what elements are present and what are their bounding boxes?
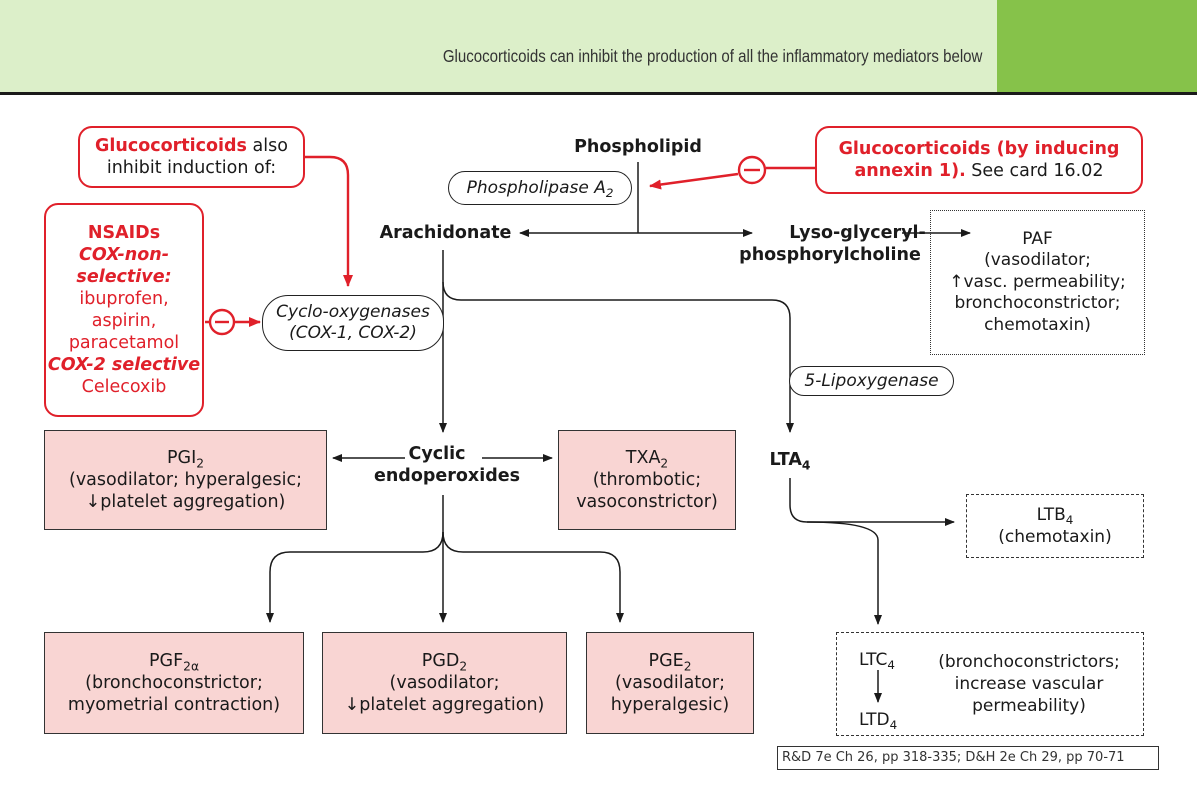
cyclic-endoperoxides-label: Cyclic endoperoxides: [373, 444, 521, 486]
lyso-glycerylphosphorylcholine-label: Lyso-glyceryl- phosphorylcholine: [739, 223, 926, 265]
ltd4-label: LTD4: [859, 710, 898, 733]
decrease-arrow-icon: ↓: [344, 695, 360, 715]
header-accent-block: [997, 0, 1197, 93]
arrow-to-pgf2a: [266, 531, 444, 623]
arrow-to-pge2: [442, 531, 624, 623]
arrow-to-ltc4: [806, 521, 882, 625]
pge2-box: PGE2 (vasodilator; hyperalgesic): [586, 632, 754, 734]
ltb4-box: LTB4 (chemotaxin): [966, 494, 1144, 558]
arrow-to-lta4: [442, 281, 794, 433]
arrow-to-ltb4: [789, 504, 955, 526]
phospholipid-label: Phospholipid: [574, 137, 702, 157]
pgd2-box: PGD2 (vasodilator; ↓platelet aggregation…: [322, 632, 567, 734]
header-banner: [0, 0, 997, 93]
ltc4-label: LTC4: [859, 650, 895, 673]
pgf2a-box: PGF2α (bronchoconstrictor; myometrial co…: [44, 632, 304, 734]
header-divider: [0, 92, 1197, 95]
phospholipase-a2-enzyme: Phospholipase A2: [448, 171, 632, 205]
nsaids-box: NSAIDs COX-non- selective: ibuprofen, as…: [44, 203, 204, 417]
page-title: Glucocorticoids can inhibit the producti…: [442, 46, 982, 66]
reference-citation: R&D 7e Ch 26, pp 318-335; D&H 2e Ch 29, …: [777, 746, 1159, 770]
glucocorticoids-label: Glucocorticoids: [95, 136, 247, 156]
glucocorticoids-induction-box: Glucocorticoids also inhibit induction o…: [78, 126, 305, 188]
txa2-box: TXA2 (thrombotic; vasoconstrictor): [558, 430, 736, 530]
cyclo-oxygenases-enzyme: Cyclo-oxygenases (COX-1, COX-2): [262, 295, 444, 351]
increase-arrow-icon: ↑: [949, 271, 964, 292]
pgi2-box: PGI2 (vasodilator; hyperalgesic; ↓platel…: [44, 430, 327, 530]
paf-box: PAF (vasodilator; ↑vasc. permeability; b…: [930, 210, 1145, 355]
nsaids-title: NSAIDs: [87, 223, 161, 243]
ltc4-ltd4-effects: (bronchoconstrictors; increase vascular …: [938, 652, 1120, 716]
arachidonate-label: Arachidonate: [379, 223, 512, 243]
lta4-label: LTA4: [769, 450, 811, 473]
inhibit-arrow-glucocorticoids-cox: [290, 155, 353, 287]
inhibit-arrow-annexin-phospholipase: [650, 166, 818, 186]
glucocorticoids-annexin-box: Glucocorticoids (by inducing annexin 1).…: [815, 126, 1143, 194]
ltc4-ltd4-box: LTC4 LTD4 (bronchoconstrictors; increase…: [836, 632, 1144, 736]
decrease-arrow-icon: ↓: [85, 492, 101, 512]
5-lipoxygenase-enzyme: 5-Lipoxygenase: [789, 366, 954, 396]
